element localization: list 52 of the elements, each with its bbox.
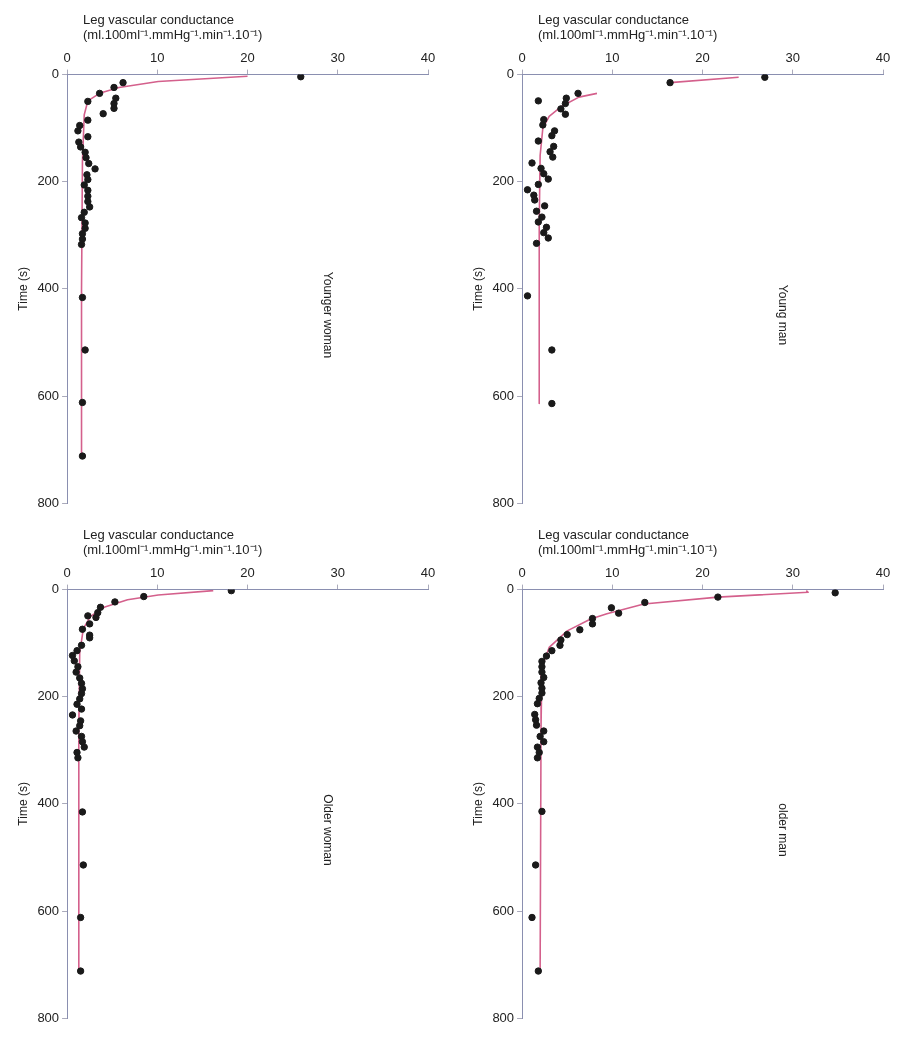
y-tick-label: 600 (492, 387, 515, 403)
y-tick-label: 600 (37, 387, 60, 403)
y-axis-title: Time (s) (470, 782, 485, 826)
x-tick-label: 10 (150, 50, 165, 66)
text: older man (776, 802, 790, 859)
x-tick-label: 10 (150, 565, 165, 581)
text: Younger woman (321, 270, 335, 361)
y-tick-label: 200 (37, 173, 60, 189)
x-tick-label: 0 (518, 565, 526, 581)
x-tick-label: 0 (518, 50, 526, 66)
x-tick-label: 0 (63, 565, 71, 581)
y-tick-label: 400 (37, 280, 60, 296)
x-tick-label: 10 (605, 565, 620, 581)
y-tick-label: 200 (492, 173, 515, 189)
x-axis-title: Leg vascular conductance (ml.100ml⁻¹.mmHg⁻¹.min⁻¹.10⁻¹) (83, 12, 264, 42)
text: Young man (776, 283, 790, 348)
y-axis-title: Time (s) (15, 782, 30, 826)
y-tick-label: 600 (37, 902, 60, 918)
y-tick-label: 800 (37, 494, 60, 510)
x-tick-label: 40 (420, 565, 436, 581)
y-tick-label: 400 (492, 795, 515, 811)
y-tick-label: 200 (492, 688, 515, 704)
x-tick-label: 40 (875, 50, 891, 66)
y-tick-label: 800 (492, 1009, 515, 1025)
y-tick-label: 0 (506, 66, 515, 82)
x-tick-label: 40 (875, 565, 891, 581)
x-tick-label: 0 (63, 50, 71, 66)
y-axis-title: Time (s) (470, 267, 485, 311)
x-tick-label: 30 (785, 50, 801, 66)
x-tick-label: 10 (605, 50, 620, 66)
x-tick-label: 20 (695, 565, 710, 581)
x-tick-label: 30 (330, 565, 346, 581)
x-tick-label: 30 (785, 565, 801, 581)
x-axis-title: Leg vascular conductance (ml.100ml⁻¹.mmHg⁻¹.min⁻¹.10⁻¹) (538, 12, 719, 42)
y-tick-label: 200 (37, 688, 60, 704)
y-tick-label: 0 (506, 581, 515, 597)
y-tick-label: 0 (51, 581, 60, 597)
y-tick-label: 800 (492, 494, 515, 510)
x-tick-label: 20 (695, 50, 710, 66)
x-tick-label: 40 (420, 50, 436, 66)
x-axis-title: Leg vascular conductance (ml.100ml⁻¹.mmHg⁻¹.min⁻¹.10⁻¹) (538, 527, 719, 557)
x-tick-label: 30 (330, 50, 346, 66)
y-tick-label: 0 (51, 66, 60, 82)
y-tick-label: 600 (492, 902, 515, 918)
x-tick-label: 20 (240, 50, 255, 66)
x-axis-title: Leg vascular conductance (ml.100ml⁻¹.mmHg⁻¹.min⁻¹.10⁻¹) (83, 527, 264, 557)
y-tick-label: 400 (37, 795, 60, 811)
y-tick-label: 800 (37, 1009, 60, 1025)
text: Older woman (321, 793, 335, 868)
x-tick-label: 20 (240, 565, 255, 581)
y-tick-label: 400 (492, 280, 515, 296)
y-axis-title: Time (s) (15, 267, 30, 311)
